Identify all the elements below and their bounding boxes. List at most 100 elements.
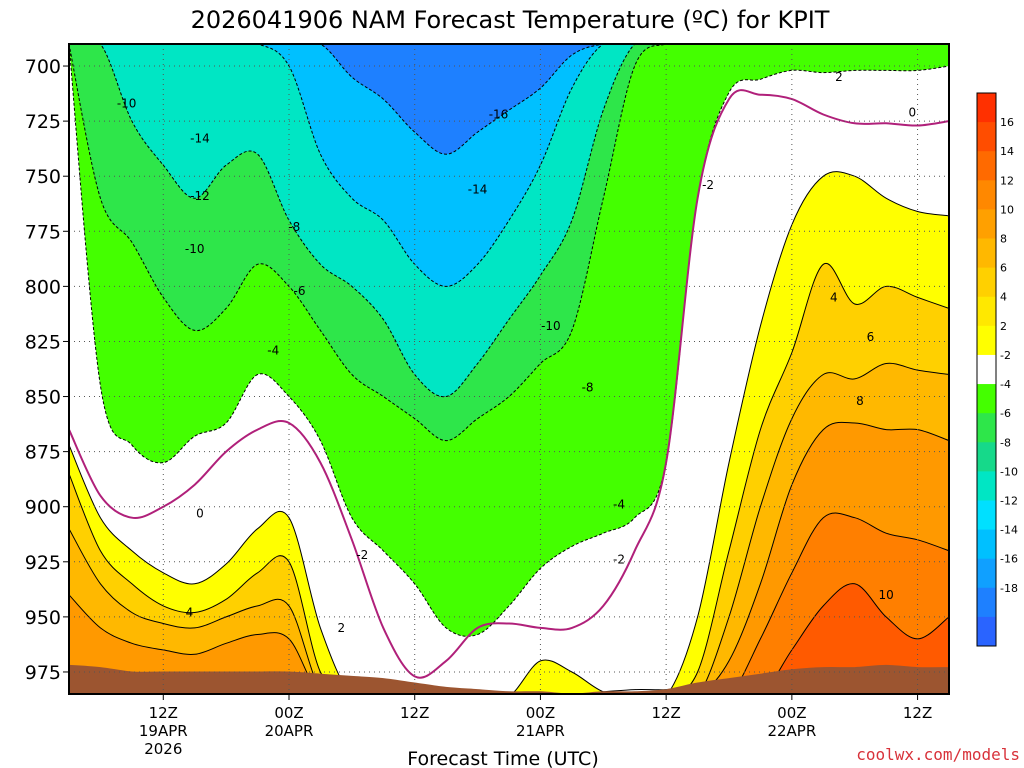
colorbar-swatch <box>977 529 996 560</box>
contour-label: -4 <box>267 343 279 357</box>
contour-label: 4 <box>830 290 838 304</box>
colorbar-tick-label: 2 <box>1000 320 1007 333</box>
plot-frame <box>68 43 950 695</box>
y-tick-label: 750 <box>25 166 61 188</box>
contour-label: -2 <box>613 553 625 567</box>
colorbar-tick-label: -14 <box>1000 524 1018 537</box>
colorbar-tick-label: -18 <box>1000 582 1018 595</box>
credit-text: coolwx.com/models <box>856 745 1020 764</box>
plot-area: -10 -14 -12 -10 -8 -6 -4 -16 -14 -10 -8 -4 -2 -2 0 4 2 -2… <box>69 44 949 694</box>
colorbar-tick-label: 8 <box>1000 233 1007 246</box>
y-tick-label: 875 <box>25 442 61 464</box>
contour-fill-t-ge-6 <box>69 362 949 694</box>
colorbar-swatch <box>977 296 996 327</box>
contour-label: -8 <box>582 381 594 395</box>
contour-label: -12 <box>190 189 210 203</box>
y-tick-label: 775 <box>25 221 61 243</box>
x-axis-label: Forecast Time (UTC) <box>407 748 598 768</box>
x-tick-label: 00Z <box>274 704 303 722</box>
x-tick-label: 22APR <box>767 722 816 740</box>
contour-label: 0 <box>909 105 917 119</box>
contour-fill-t-le-m16 <box>69 44 949 155</box>
x-tick-label: 00Z <box>777 704 806 722</box>
contour-label: -10 <box>185 242 205 256</box>
y-tick-label: 825 <box>25 331 61 353</box>
x-tick-label: 12Z <box>400 704 429 722</box>
x-tick-label: 21APR <box>516 722 565 740</box>
y-tick-label: 800 <box>25 276 61 298</box>
colorbar-tick-label: -8 <box>1000 436 1011 449</box>
colorbar-swatch <box>977 500 996 531</box>
contour-label: -14 <box>468 182 488 196</box>
x-tick-label: 19APR <box>139 722 188 740</box>
contour-label: 2 <box>338 621 346 635</box>
contour-label: -10 <box>541 319 561 333</box>
contour-label: -4 <box>613 498 625 512</box>
contour-label: -16 <box>489 108 509 122</box>
x-tick-label: 12Z <box>651 704 680 722</box>
y-tick-label: 700 <box>25 56 61 78</box>
colorbar-swatch <box>977 587 996 618</box>
colorbar-swatch <box>977 325 996 356</box>
contour-label: 0 <box>196 506 204 520</box>
colorbar-swatch <box>977 151 996 181</box>
y-tick-label: 900 <box>25 497 61 519</box>
colorbar-swatch <box>977 267 996 298</box>
contour-fill-t-ge-4 <box>69 262 949 694</box>
contour-label: 6 <box>867 330 875 344</box>
colorbar-tick-label: 16 <box>1000 116 1014 129</box>
x-tick-label: 2026 <box>144 740 182 758</box>
contour-label: 10 <box>879 588 894 602</box>
y-tick-label: 850 <box>25 387 61 409</box>
colorbar-swatch <box>977 384 996 414</box>
contour-label: 2 <box>835 70 843 84</box>
contour-label: 8 <box>856 394 864 408</box>
colorbar-tick-label: -16 <box>1000 553 1018 566</box>
y-axis-ticks: 700 725 750 775 800 825 850 875 900 925 950 975 <box>25 56 69 684</box>
y-tick-label: 975 <box>25 662 61 684</box>
colorbar-swatch <box>977 209 996 240</box>
y-tick-label: 950 <box>25 607 61 629</box>
y-tick-label: 925 <box>25 552 61 574</box>
contour-label: -6 <box>293 284 305 298</box>
contour-label: -2 <box>702 178 714 192</box>
colorbar-tick-label: -2 <box>1000 349 1011 362</box>
contour-label: -14 <box>190 132 210 146</box>
y-tick-label: 725 <box>25 111 61 133</box>
colorbar-swatch <box>977 471 996 501</box>
colorbar-swatch <box>977 616 996 647</box>
colorbar-swatch <box>977 442 996 472</box>
colorbar-tick-label: -4 <box>1000 378 1011 391</box>
colorbar-swatch <box>977 93 996 123</box>
contour-label: -10 <box>117 96 137 110</box>
colorbar-tick-label: 12 <box>1000 174 1014 187</box>
colorbar-swatch <box>977 122 996 152</box>
gridlines <box>69 44 949 694</box>
colorbar-tick-label: 4 <box>1000 291 1007 304</box>
contour-fill-t-le-m14 <box>69 44 949 287</box>
chart-title: 2026041906 NAM Forecast Temperature (ºC)… <box>191 6 830 34</box>
x-tick-label: 12Z <box>149 704 178 722</box>
colorbar-swatch <box>977 354 996 385</box>
colorbar-tick-label: -12 <box>1000 494 1018 507</box>
x-tick-label: 12Z <box>903 704 932 722</box>
contour-label: 4 <box>186 605 194 619</box>
colorbar-tick-label: -10 <box>1000 465 1018 478</box>
colorbar-frame <box>976 92 997 647</box>
terrain-fill <box>69 664 949 694</box>
colorbar-tick-label: -6 <box>1000 407 1011 420</box>
x-tick-label: 20APR <box>265 722 314 740</box>
colorbar-tick-label: 14 <box>1000 145 1014 158</box>
colorbar: 16 14 12 10 8 6 4 2 -2 -4 -6 -8 -10 -12 -14 -16 -18 <box>976 92 1018 647</box>
x-tick-label: 00Z <box>526 704 555 722</box>
contour-label: -8 <box>288 220 300 234</box>
contour-label: -2 <box>356 548 368 562</box>
colorbar-tick-label: 10 <box>1000 203 1014 216</box>
colorbar-swatch <box>977 413 996 443</box>
colorbar-swatch <box>977 558 996 589</box>
colorbar-swatch <box>977 238 996 269</box>
colorbar-swatch <box>977 180 996 210</box>
colorbar-tick-label: 6 <box>1000 262 1007 275</box>
